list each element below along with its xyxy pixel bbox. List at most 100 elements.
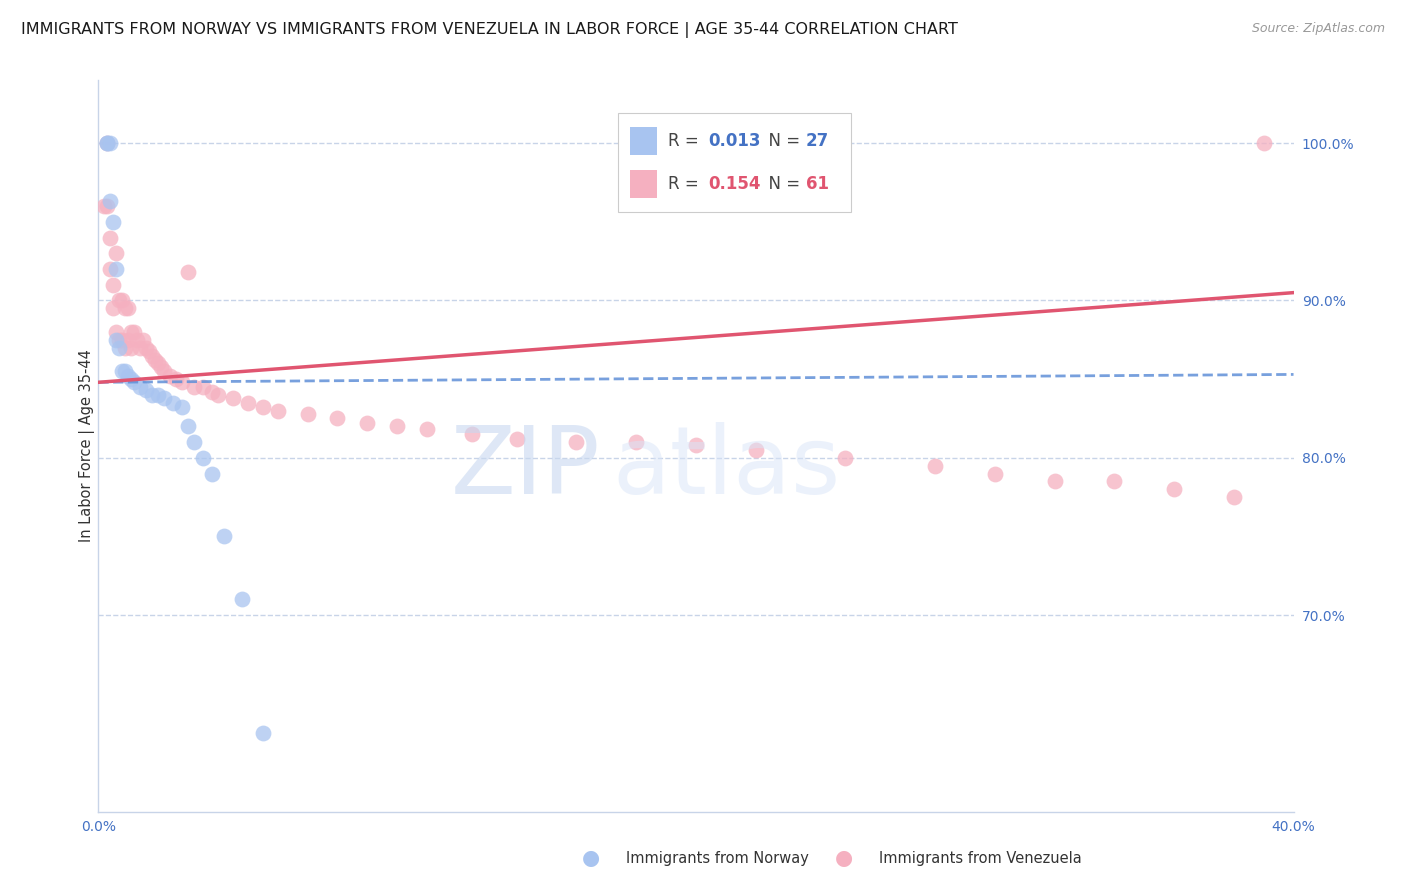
Text: ZIP: ZIP: [451, 422, 600, 514]
Point: [117, 369, 139, 384]
Point: [124, 376, 146, 390]
Point: [108, 341, 131, 355]
Point: [98, 262, 122, 277]
Point: [105, 262, 128, 277]
Point: [1104, 475, 1126, 489]
Point: [165, 372, 187, 386]
Text: 61: 61: [806, 176, 830, 194]
Point: [183, 435, 205, 450]
Point: [141, 349, 163, 363]
Point: [98, 230, 122, 244]
Point: [120, 325, 142, 339]
Point: [212, 529, 235, 543]
Text: Source: ZipAtlas.com: Source: ZipAtlas.com: [1251, 22, 1385, 36]
Point: [297, 407, 319, 421]
Point: [506, 432, 529, 446]
Point: [267, 403, 290, 417]
Point: [207, 388, 229, 402]
Text: Immigrants from Norway: Immigrants from Norway: [626, 851, 808, 865]
Point: [201, 467, 224, 481]
Point: [93, 199, 115, 213]
Text: R =: R =: [668, 176, 704, 194]
Point: [159, 369, 181, 384]
Point: [222, 391, 245, 405]
Point: [626, 435, 648, 450]
Point: [143, 353, 166, 368]
Point: [135, 341, 157, 355]
Point: [924, 458, 946, 473]
Point: [138, 343, 160, 358]
Point: [96, 136, 118, 151]
Point: [984, 467, 1007, 481]
Point: [183, 380, 205, 394]
Point: [231, 592, 253, 607]
Point: [103, 215, 125, 229]
Point: [111, 364, 134, 378]
Point: [103, 301, 125, 316]
Point: [111, 333, 134, 347]
Point: [191, 450, 214, 465]
Point: [124, 325, 146, 339]
Point: [252, 401, 274, 415]
Point: [1043, 475, 1066, 489]
Point: [153, 391, 176, 405]
Point: [114, 341, 136, 355]
Point: [236, 396, 259, 410]
Point: [98, 136, 122, 151]
Point: [148, 388, 170, 402]
Point: [565, 435, 588, 450]
Point: [105, 246, 128, 260]
Point: [745, 442, 768, 457]
Point: [252, 726, 274, 740]
Point: [135, 383, 157, 397]
Point: [1163, 482, 1185, 496]
Point: [326, 411, 349, 425]
FancyBboxPatch shape: [619, 113, 852, 212]
Point: [177, 419, 200, 434]
Point: [356, 416, 378, 430]
FancyBboxPatch shape: [630, 127, 657, 154]
Point: [108, 293, 131, 308]
Point: [108, 333, 131, 347]
Point: [177, 265, 200, 279]
Point: [111, 293, 134, 308]
Point: [1253, 136, 1275, 151]
Point: [96, 136, 118, 151]
Point: [98, 194, 122, 209]
Point: [120, 372, 142, 386]
Point: [416, 422, 439, 436]
Text: ●: ●: [835, 848, 852, 868]
Point: [96, 199, 118, 213]
Point: [172, 376, 194, 390]
Text: Immigrants from Venezuela: Immigrants from Venezuela: [879, 851, 1081, 865]
Point: [127, 333, 149, 347]
Text: ●: ●: [582, 848, 599, 868]
Text: IMMIGRANTS FROM NORWAY VS IMMIGRANTS FROM VENEZUELA IN LABOR FORCE | AGE 35-44 C: IMMIGRANTS FROM NORWAY VS IMMIGRANTS FRO…: [21, 22, 957, 38]
Text: 0.154: 0.154: [709, 176, 761, 194]
Point: [129, 380, 152, 394]
Point: [153, 364, 176, 378]
Point: [96, 136, 118, 151]
Text: R =: R =: [668, 132, 704, 150]
Text: 27: 27: [806, 132, 830, 150]
Point: [461, 427, 484, 442]
Point: [1223, 490, 1246, 504]
Point: [685, 438, 707, 452]
Point: [834, 450, 856, 465]
Point: [141, 388, 163, 402]
Point: [129, 341, 152, 355]
Point: [201, 384, 224, 399]
Point: [148, 356, 170, 370]
Point: [103, 277, 125, 292]
Point: [385, 419, 409, 434]
Point: [114, 364, 136, 378]
Point: [114, 301, 136, 316]
Text: atlas: atlas: [613, 422, 841, 514]
Point: [105, 325, 128, 339]
Point: [105, 333, 128, 347]
Point: [132, 333, 155, 347]
Text: N =: N =: [758, 132, 806, 150]
Point: [150, 359, 173, 374]
Text: N =: N =: [758, 176, 806, 194]
Point: [162, 396, 184, 410]
